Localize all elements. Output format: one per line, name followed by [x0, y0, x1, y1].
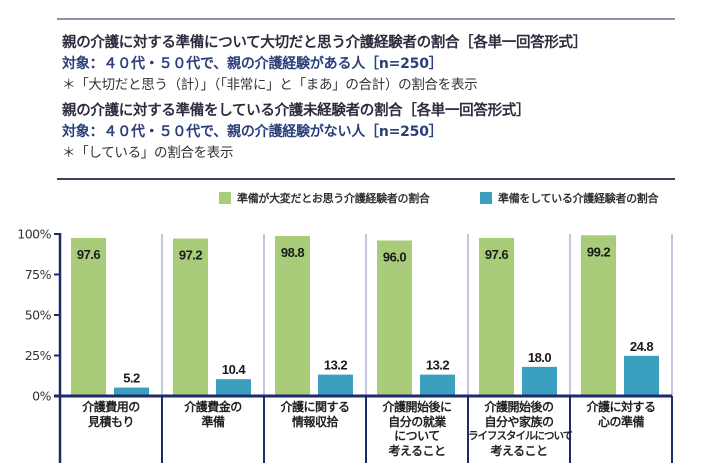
bar-blue [114, 387, 149, 396]
bar-green [581, 235, 616, 396]
x-tick-label: 介護に関する 情報収拾 [264, 400, 366, 429]
data-label: 5.2 [123, 371, 140, 386]
data-label: 97.2 [179, 248, 203, 263]
legend-label-blue: 準備をしている介護経験者の割合 [498, 192, 659, 205]
title-inexperienced: 親の介護に対する準備をしている介護未経験者の割合［各単一回答形式］ [62, 103, 531, 119]
y-tick-label: 50% [25, 308, 52, 323]
y-tick-label: 100% [17, 227, 51, 242]
data-label: 10.4 [222, 362, 247, 377]
x-tick-label-line: 考えること [490, 443, 548, 458]
legend-swatch-green [219, 192, 231, 204]
x-tick-label-line: 準備 [201, 414, 225, 429]
x-tick-label: 介護に対する 心の準備 [570, 400, 672, 429]
x-tick-label: 介護費金の 準備 [162, 400, 264, 429]
y-tick-label: 0% [32, 389, 51, 404]
data-label: 24.8 [630, 339, 654, 354]
legend-item-green: 準備が大変だとお思う介護経験者の割合 [219, 190, 430, 206]
data-label: 97.6 [485, 247, 509, 262]
title-experienced: 親の介護に対する準備について大切だと思う介護経験者の割合［各単一回答形式］ [62, 35, 587, 51]
x-tick-label-line: 自分や家族の [484, 414, 554, 429]
note-inexperienced: ＊「している」の割合を表示 [62, 145, 234, 161]
x-tick-label-line: について [394, 429, 440, 443]
bar-green [377, 240, 412, 396]
x-tick-label-line: 介護に対する [586, 400, 656, 414]
x-tick-label: 介護開始後に 自分の就業 について 考えること [366, 400, 468, 458]
x-tick-label: 介護費用の 見積もり [60, 400, 162, 429]
data-label: 13.2 [426, 358, 450, 373]
target-inexperienced: 対象：４０代・５０代で、親の介護経験がない人［n=250］ [62, 124, 443, 140]
note-experienced: ＊「大切だと思う（計）」（「非常に」と「まあ」の合計）の割合を表示 [62, 77, 478, 93]
bar-blue [624, 355, 659, 396]
x-tick-label-line: 介護に関する [280, 400, 350, 414]
x-tick-label-line: 見積もり [87, 414, 135, 429]
bar-blue [318, 374, 353, 396]
x-tick-label: 介護開始後の 自分や家族の ライフスタイルについて 考えること [468, 400, 573, 458]
bar-blue [216, 379, 251, 396]
data-label: 97.6 [77, 247, 101, 262]
y-tick-label: 75% [25, 267, 52, 282]
legend-swatch-blue [480, 192, 492, 204]
x-tick-label-line: 自分の就業 [388, 414, 446, 429]
bar-green [173, 238, 208, 396]
data-label: 98.8 [281, 245, 305, 260]
x-tick-label-line: 心の準備 [597, 414, 645, 429]
x-tick-label-line: 介護開始後の [484, 400, 554, 414]
top-rule [57, 18, 675, 20]
bar-blue [522, 366, 557, 396]
bar-green [275, 235, 310, 396]
bar-green [479, 237, 514, 396]
section-divider [57, 178, 675, 180]
x-tick-label-line: 介護費用の [82, 400, 140, 414]
data-label: 13.2 [324, 358, 348, 373]
y-tick-label: 25% [25, 348, 52, 363]
target-experienced: 対象：４０代・５０代で、親の介護経験がある人［n=250］ [62, 56, 443, 72]
bar-green [71, 237, 106, 396]
x-tick-label-line: 情報収拾 [291, 414, 339, 429]
bar-blue [420, 374, 455, 396]
x-tick-label-line: ライフスタイルについて [468, 430, 573, 442]
data-label: 96.0 [383, 249, 407, 264]
x-tick-label-line: 介護費金の [184, 400, 242, 414]
data-label: 99.2 [587, 244, 611, 259]
data-label: 18.0 [528, 350, 552, 365]
legend-label-green: 準備が大変だとお思う介護経験者の割合 [237, 192, 430, 205]
legend-item-blue: 準備をしている介護経験者の割合 [480, 190, 658, 206]
x-tick-label-line: 介護開始後に [382, 400, 452, 414]
x-tick-label-line: 考えること [388, 443, 446, 458]
